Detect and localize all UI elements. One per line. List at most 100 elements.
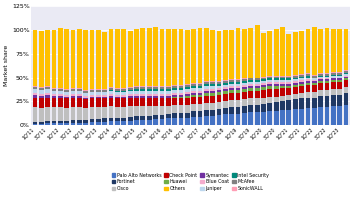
Bar [255, 112, 259, 125]
Bar [128, 90, 132, 91]
Bar [204, 93, 209, 96]
Bar [198, 97, 202, 104]
Bar [166, 29, 171, 86]
Bar [147, 94, 152, 96]
Bar [331, 72, 336, 73]
Bar [255, 88, 259, 91]
Bar [191, 97, 196, 104]
Bar [128, 88, 132, 90]
Bar [96, 92, 101, 95]
Bar [318, 29, 323, 73]
Bar [134, 89, 139, 91]
Bar [83, 91, 88, 93]
Bar [337, 82, 342, 89]
Bar [45, 86, 50, 87]
Bar [172, 93, 177, 95]
Bar [83, 99, 88, 108]
Bar [261, 81, 266, 83]
Bar [77, 88, 82, 89]
Bar [64, 90, 69, 92]
Bar [39, 90, 44, 94]
Bar [178, 95, 183, 97]
Bar [109, 96, 114, 98]
Bar [39, 96, 44, 99]
Bar [217, 81, 221, 82]
Bar [293, 32, 298, 75]
Bar [204, 82, 209, 84]
Bar [52, 98, 56, 107]
Bar [58, 96, 63, 98]
Bar [236, 93, 240, 100]
Bar [223, 94, 228, 101]
Bar [77, 123, 82, 125]
Bar [109, 90, 114, 91]
Bar [337, 73, 342, 75]
Bar [325, 96, 329, 107]
Bar [293, 78, 298, 80]
Bar [210, 91, 215, 93]
Bar [312, 75, 317, 76]
Bar [306, 81, 310, 83]
Bar [312, 83, 317, 85]
Bar [280, 110, 285, 125]
Bar [102, 122, 107, 125]
Bar [312, 81, 317, 83]
Bar [141, 94, 145, 96]
Bar [109, 91, 114, 94]
Bar [223, 101, 228, 108]
Y-axis label: Market share: Market share [4, 45, 9, 86]
Bar [102, 89, 107, 90]
Bar [141, 96, 145, 98]
Bar [318, 81, 323, 83]
Bar [115, 92, 120, 95]
Bar [312, 78, 317, 80]
Bar [172, 29, 177, 85]
Bar [45, 89, 50, 93]
Bar [312, 27, 317, 75]
Bar [223, 81, 228, 83]
Bar [280, 82, 285, 84]
Bar [236, 84, 240, 86]
Bar [198, 86, 202, 88]
Bar [33, 30, 37, 86]
Bar [242, 78, 247, 80]
Bar [204, 81, 209, 82]
Bar [52, 123, 56, 125]
Bar [178, 117, 183, 125]
Bar [274, 97, 279, 102]
Bar [191, 104, 196, 111]
Bar [121, 95, 126, 97]
Bar [128, 106, 132, 117]
Bar [83, 96, 88, 98]
Bar [268, 80, 272, 82]
Bar [45, 107, 50, 121]
Bar [210, 82, 215, 84]
Bar [160, 86, 164, 87]
Bar [217, 88, 221, 90]
Bar [160, 115, 164, 119]
Bar [90, 122, 95, 125]
Bar [33, 107, 37, 122]
Bar [204, 91, 209, 93]
Bar [261, 83, 266, 85]
Bar [77, 96, 82, 98]
Bar [325, 78, 329, 80]
Bar [312, 80, 317, 81]
Bar [306, 108, 310, 125]
Bar [204, 96, 209, 103]
Bar [249, 112, 253, 125]
Bar [318, 90, 323, 96]
Bar [115, 117, 120, 121]
Bar [153, 98, 158, 106]
Bar [210, 93, 215, 96]
Bar [210, 96, 215, 103]
Bar [52, 96, 56, 98]
Bar [229, 90, 234, 93]
Bar [96, 119, 101, 122]
Bar [141, 87, 145, 89]
Bar [325, 83, 329, 90]
Bar [96, 30, 101, 89]
Bar [128, 87, 132, 88]
Bar [344, 93, 348, 105]
Bar [153, 87, 158, 89]
